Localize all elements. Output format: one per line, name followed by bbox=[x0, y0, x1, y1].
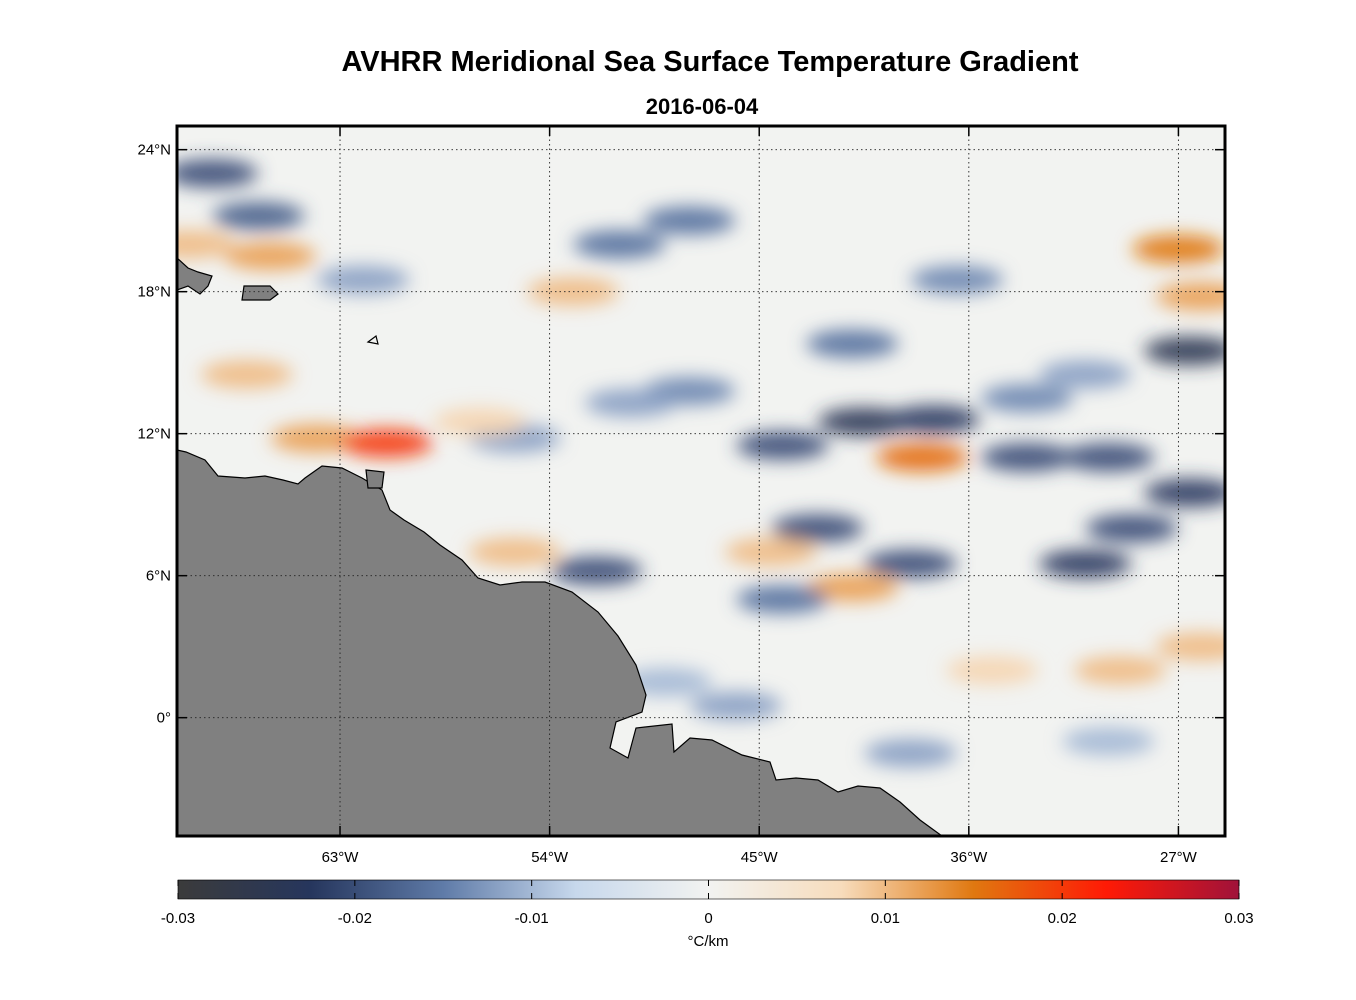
colorbar-tick-label: 0.01 bbox=[871, 910, 900, 927]
colorbar: -0.03 -0.02 -0.01 0 0.01 0.02 0.03 bbox=[161, 879, 1254, 927]
gradient-feature bbox=[1062, 727, 1155, 756]
gradient-feature bbox=[550, 556, 643, 585]
colorbar-tick-label: -0.02 bbox=[338, 910, 372, 927]
colorbar-label: °C/km bbox=[687, 933, 729, 950]
gradient-feature bbox=[1039, 549, 1132, 578]
gradient-feature bbox=[468, 538, 561, 566]
lon-tick-label: 45°W bbox=[741, 849, 779, 866]
gradient-feature bbox=[911, 265, 1004, 294]
chart-title: AVHRR Meridional Sea Surface Temperature… bbox=[341, 46, 1079, 78]
gradient-feature bbox=[981, 384, 1074, 413]
gradient-feature bbox=[1062, 443, 1155, 472]
gradient-feature bbox=[1155, 282, 1225, 311]
lat-tick-label: 6°N bbox=[146, 568, 171, 585]
gradient-feature bbox=[1039, 360, 1132, 389]
gradient-feature bbox=[887, 405, 980, 434]
colorbar-ticks: -0.03 -0.02 -0.01 0 0.01 0.02 0.03 bbox=[161, 880, 1254, 927]
gradient-feature bbox=[981, 443, 1074, 472]
gradient-feature bbox=[806, 329, 899, 358]
lat-tick-label: 0° bbox=[157, 710, 171, 727]
gradient-feature bbox=[1144, 336, 1225, 365]
lon-tick-label: 54°W bbox=[531, 849, 569, 866]
gradient-feature bbox=[433, 407, 526, 436]
gradient-feature bbox=[818, 407, 911, 436]
colorbar-tick-label: 0.03 bbox=[1224, 910, 1253, 927]
colorbar-tick-label: 0.02 bbox=[1048, 910, 1077, 927]
trinidad-land bbox=[365, 469, 385, 489]
gradient-feature bbox=[573, 230, 666, 259]
colorbar-tick-label: 0 bbox=[704, 910, 712, 927]
gradient-feature bbox=[224, 242, 317, 271]
gradient-feature bbox=[317, 265, 410, 294]
small-island-outline bbox=[366, 334, 379, 345]
map-frame bbox=[175, 124, 1227, 838]
lat-tick-label: 12°N bbox=[137, 426, 171, 443]
gradient-feature bbox=[1074, 656, 1167, 685]
gradient-feature bbox=[270, 424, 363, 453]
gradient-feature bbox=[736, 431, 829, 460]
gradient-feature bbox=[1144, 478, 1225, 507]
gradient-feature bbox=[771, 514, 864, 543]
gradient-feature bbox=[177, 230, 235, 259]
gradient-feature bbox=[643, 206, 736, 235]
gradient-feature bbox=[200, 360, 293, 389]
gradient-feature bbox=[585, 388, 678, 417]
lon-tick-label: 36°W bbox=[950, 849, 988, 866]
gradient-feature bbox=[946, 656, 1039, 685]
gradient-feature bbox=[1085, 514, 1178, 543]
lon-tick-label: 63°W bbox=[322, 849, 360, 866]
puerto-rico-land bbox=[241, 285, 279, 301]
colorbar-tick-label: -0.03 bbox=[161, 910, 195, 927]
gradient-feature bbox=[864, 739, 957, 768]
south-america-land bbox=[177, 449, 944, 836]
hispaniola-land bbox=[177, 257, 213, 295]
chart-subtitle: 2016-06-04 bbox=[645, 94, 759, 119]
gradient-feature bbox=[1155, 632, 1225, 661]
map-layer: 63°W 54°W 45°W 36°W 27°W 24°N 18°N 12°N 6°N 0° bbox=[137, 124, 1227, 866]
gradient-feature bbox=[212, 201, 305, 230]
gradient-feature bbox=[1132, 235, 1225, 264]
gradient-feature bbox=[876, 443, 969, 472]
gradient-feature bbox=[806, 573, 899, 602]
gradient-feature bbox=[736, 585, 829, 614]
lat-tick-label: 18°N bbox=[137, 284, 171, 301]
gradient-feature bbox=[724, 538, 817, 566]
map-ticks: 63°W 54°W 45°W 36°W 27°W 24°N 18°N 12°N 6°N 0° bbox=[137, 126, 1225, 866]
lon-tick-label: 27°W bbox=[1160, 849, 1198, 866]
gradient-feature bbox=[340, 429, 433, 458]
gradient-feature bbox=[864, 549, 957, 578]
colorbar-tick-label: -0.01 bbox=[515, 910, 549, 927]
map-grid bbox=[177, 126, 1225, 836]
gradient-feature bbox=[689, 691, 782, 720]
gradient-feature bbox=[177, 159, 258, 188]
lat-tick-label: 24°N bbox=[137, 142, 171, 159]
